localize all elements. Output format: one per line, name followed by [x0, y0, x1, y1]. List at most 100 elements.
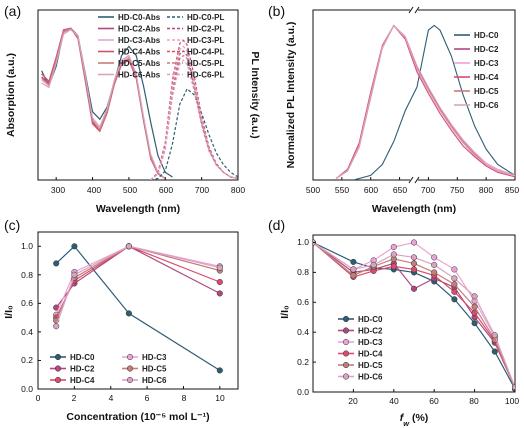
- data-point-hd-c5: [471, 303, 478, 310]
- data-point-hd-c6: [410, 254, 418, 261]
- panel-a-xticks: 300 400 500 600 700 800: [51, 185, 245, 195]
- legend-label: HD-C5: [358, 361, 383, 370]
- panel-d-ytick-label: 0.8: [297, 267, 309, 277]
- data-point-hd-c0: [471, 320, 478, 327]
- panel-a-letter: (a): [4, 3, 21, 19]
- legend-label: HD-C4-Abs: [118, 48, 161, 57]
- panel-b-xtick-label: 850: [505, 185, 519, 195]
- series-line-hd-c6-abs: [41, 28, 166, 179]
- series-line-hd-c6: [55, 245, 220, 327]
- legend-marker: [342, 361, 350, 369]
- panel-a-plot-area: [41, 27, 239, 180]
- legend-marker: [342, 373, 350, 380]
- plot-d-series-group: [313, 239, 515, 392]
- panel-a-xlabel: Wavelength (nm): [96, 203, 180, 215]
- legend-marker: [342, 315, 350, 323]
- data-point-hd-c0: [125, 310, 132, 317]
- data-point-hd-c3: [410, 239, 418, 246]
- panel-b-xtick-label: 800: [479, 185, 493, 195]
- panel-b-normalized-pl: (b) Normalized PL Intensity (a.u.) Wavel…: [268, 3, 519, 215]
- plot-b-series-group: [335, 24, 515, 180]
- series-line-hd-c4: [55, 245, 221, 318]
- panel-b-letter: (b): [268, 3, 285, 19]
- data-point-hd-c6: [53, 323, 60, 330]
- panel-c-ytick-label: 0.0: [21, 384, 33, 394]
- panel-c-ytick-label: 0.2: [21, 355, 33, 365]
- panel-b-xtick-label: 500: [306, 185, 320, 195]
- axis-break-mark: [408, 176, 420, 184]
- panel-d-xlabel-w: w: [403, 419, 410, 428]
- panel-c-xtick-label: 2: [72, 393, 77, 403]
- legend-label: HD-C4: [70, 376, 95, 385]
- data-point-hd-c2: [410, 285, 418, 292]
- panel-b-ylabel: Normalized PL Intensity (a.u.): [285, 22, 297, 169]
- panel-d-xtick-label: 20: [348, 396, 358, 406]
- panel-c-yticks: 0.0 0.2 0.4 0.6 0.8 1.0: [21, 241, 33, 394]
- panel-b-xlabel: Wavelength (nm): [372, 203, 456, 215]
- data-point-hd-c3: [451, 266, 458, 273]
- data-point-hd-c5: [451, 281, 458, 288]
- legend-label: HD-C3-Abs: [118, 36, 161, 45]
- panel-b-xtick-label: 600: [364, 185, 378, 195]
- panel-a-xtick-label: 500: [123, 185, 137, 195]
- panel-c-plot-area: [37, 243, 223, 390]
- legend-marker: [54, 365, 62, 372]
- series-line-hd-c5: [55, 245, 220, 321]
- data-point-hd-c6: [511, 384, 515, 391]
- data-point-hd-c0: [216, 367, 223, 374]
- series-line-hd-c2: [55, 245, 221, 308]
- legend-label: HD-C5: [142, 365, 167, 374]
- panel-d-frame: [312, 234, 516, 393]
- panel-c-xtick-label: 6: [145, 393, 150, 403]
- plot-a-series-group: [41, 27, 238, 180]
- panel-d-plot-area: [313, 239, 516, 393]
- panel-d-xlabel-f: f: [400, 412, 405, 424]
- data-point-hd-c0: [350, 258, 357, 265]
- panel-c-xtick-label: 10: [215, 393, 225, 403]
- data-point-hd-c6: [471, 293, 478, 300]
- panel-a-xtick-label: 300: [51, 185, 65, 195]
- legend-label: HD-C4: [474, 73, 499, 82]
- legend-marker: [126, 365, 134, 372]
- panel-d-ytick-label: 0.6: [297, 297, 309, 307]
- panel-b-legend: HD-C0 HD-C2 HD-C3 HD-C4 HD-C5 HD-C6: [454, 31, 499, 110]
- data-point-hd-c6: [370, 261, 377, 268]
- legend-label: HD-C2: [474, 45, 499, 54]
- series-line-hd-c6: [335, 24, 515, 179]
- panel-c-xlabel: Concentration (10⁻⁵ mol L⁻¹): [66, 411, 209, 423]
- data-point-hd-c4: [451, 288, 458, 295]
- legend-label: HD-C6: [474, 101, 499, 110]
- legend-label: HD-C2: [70, 365, 95, 374]
- panel-c-ytick-label: 0.4: [21, 327, 33, 337]
- legend-label: HD-C5-PL: [187, 59, 224, 68]
- panel-b-xtick-label: 700: [421, 185, 435, 195]
- legend-label: HD-C6: [358, 373, 383, 382]
- panel-a-xtick-label: 600: [159, 185, 173, 195]
- legend-label: HD-C0: [358, 315, 383, 324]
- legend-label: HD-C0: [70, 353, 95, 362]
- data-point-hd-c2: [216, 290, 223, 297]
- legend-label: HD-C6: [142, 376, 167, 385]
- legend-label: HD-C4: [358, 350, 383, 359]
- data-point-hd-c0: [491, 348, 498, 355]
- data-point-hd-c6: [71, 271, 78, 278]
- data-point-hd-c3: [431, 254, 438, 261]
- series-line-hd-c5: [313, 242, 515, 388]
- series-line-hd-c4: [313, 242, 515, 388]
- legend-label: HD-C4-PL: [187, 48, 224, 57]
- panel-a-xtick-label: 800: [231, 185, 245, 195]
- plot-c-series-group: [53, 243, 223, 374]
- legend-marker: [126, 376, 134, 384]
- panel-d-xtick-label: 80: [469, 396, 479, 406]
- data-point-hd-c5: [431, 269, 438, 276]
- panel-c-legend: HD-C0 HD-C2 HD-C4 HD-C3 HD-C5 HD-C6: [50, 353, 167, 385]
- panel-c-xtick-label: 8: [182, 393, 187, 403]
- panel-a-legend: HD-C0-Abs HD-C2-Abs HD-C3-Abs HD-C4-Abs HD-C…: [98, 13, 224, 80]
- axis-break-mark: [408, 6, 420, 14]
- legend-marker: [54, 376, 62, 384]
- legend-label: HD-C3: [358, 338, 383, 347]
- series-line-hd-c4: [335, 24, 515, 179]
- data-point-hd-c4: [216, 278, 223, 286]
- panel-d-ytick-label: 0.4: [297, 327, 309, 337]
